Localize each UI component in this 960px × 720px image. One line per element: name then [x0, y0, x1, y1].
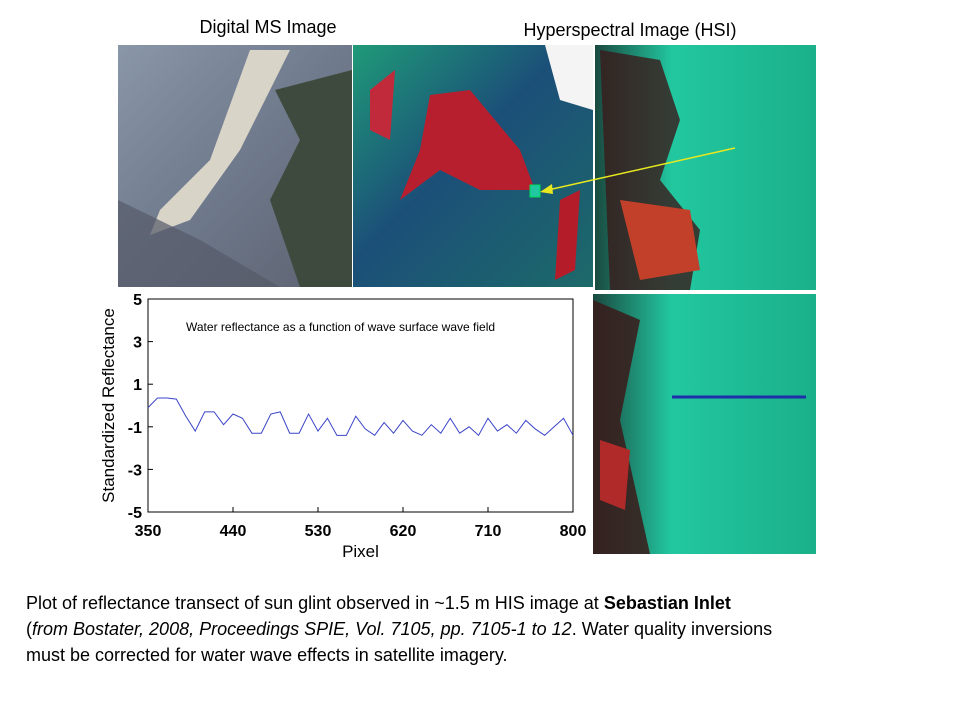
zoom-image-top: [595, 45, 816, 290]
caption-text: . Water quality inversions: [571, 619, 773, 639]
annotation: Water reflectance as a function of wave …: [186, 320, 495, 334]
x-tick-label: 530: [305, 523, 332, 540]
hsi-title: Hyperspectral Image (HSI): [523, 20, 736, 40]
x-tick-label: 710: [475, 523, 502, 540]
y-tick-label: -1: [128, 420, 142, 437]
x-axis-label: Pixel: [342, 542, 379, 561]
caption: Plot of reflectance transect of sun glin…: [26, 590, 946, 668]
hsi-image: [353, 45, 593, 287]
y-tick-label: 5: [133, 292, 142, 309]
zoom-image-bottom: [593, 294, 816, 554]
x-tick-label: 620: [390, 523, 417, 540]
y-tick-label: -3: [128, 462, 142, 479]
y-tick-label: -5: [128, 505, 142, 522]
y-tick-label: 3: [133, 335, 142, 352]
ms-image: [118, 45, 352, 287]
caption-text: Plot of reflectance transect of sun glin…: [26, 593, 604, 613]
x-tick-label: 800: [560, 523, 587, 540]
pointer-arrow: [540, 147, 736, 194]
y-axis-label: Standardized Reflectance: [99, 308, 118, 503]
caption-text: (: [26, 619, 32, 639]
data-line: [147, 397, 574, 437]
x-tick-label: 440: [220, 523, 247, 540]
ms-title: Digital MS Image: [199, 17, 336, 37]
caption-bold: Sebastian Inlet: [603, 593, 731, 613]
y-tick-label: 1: [133, 377, 142, 394]
caption-text: must be corrected for water wave effects…: [26, 645, 508, 665]
x-tick-label: 350: [135, 523, 162, 540]
plot-frame: [147, 298, 574, 513]
caption-italic: from Bostater, 2008, Proceedings SPIE, V…: [32, 619, 572, 639]
